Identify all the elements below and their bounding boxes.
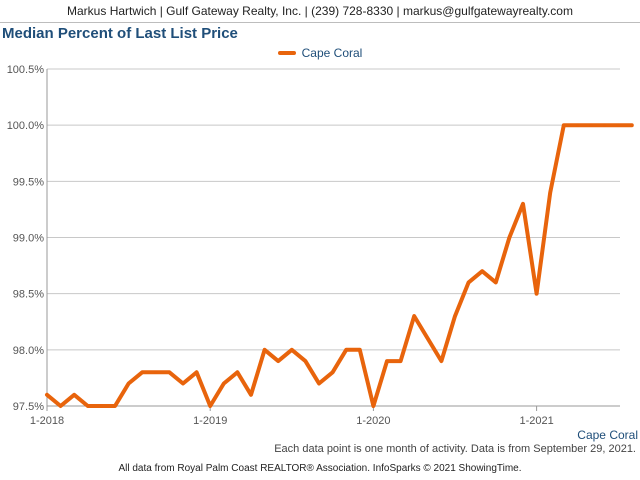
contact-line: Markus Hartwich | Gulf Gateway Realty, I… <box>67 4 573 18</box>
contact-header: Markus Hartwich | Gulf Gateway Realty, I… <box>0 0 640 23</box>
data-point <box>45 393 49 397</box>
data-point <box>358 348 362 352</box>
x-tick-label: 1-2019 <box>193 415 227 427</box>
data-point <box>480 269 484 273</box>
x-tick-label: 1-2021 <box>519 415 553 427</box>
data-point <box>167 370 171 374</box>
y-tick-label: 100.0% <box>7 120 45 132</box>
data-point <box>154 370 158 374</box>
data-point <box>575 123 579 127</box>
data-point <box>535 292 539 296</box>
x-tick-label: 1-2018 <box>30 415 64 427</box>
data-point <box>208 404 212 408</box>
data-point <box>399 359 403 363</box>
data-point <box>494 280 498 284</box>
data-point <box>235 370 239 374</box>
chart-legend: Cape Coral <box>0 46 640 60</box>
y-tick-label: 98.5% <box>13 289 44 301</box>
data-point <box>371 404 375 408</box>
data-point <box>507 236 511 240</box>
data-point <box>249 393 253 397</box>
data-point <box>630 123 634 127</box>
data-point <box>426 337 430 341</box>
data-point <box>140 370 144 374</box>
series-line-cape-coral <box>45 123 634 408</box>
x-tick-label: 1-2020 <box>356 415 390 427</box>
x-axis-caption: Cape Coral <box>577 428 638 442</box>
data-point <box>412 314 416 318</box>
data-point <box>467 280 471 284</box>
data-point <box>439 359 443 363</box>
data-point <box>72 393 76 397</box>
legend-swatch-cape-coral <box>277 51 296 55</box>
chart-title: Median Percent of Last List Price <box>2 25 238 42</box>
data-point <box>127 382 131 386</box>
y-tick-label: 99.5% <box>13 176 44 188</box>
data-footnote: Each data point is one month of activity… <box>274 443 636 455</box>
legend-label-cape-coral: Cape Coral <box>301 46 363 60</box>
data-point <box>616 123 620 127</box>
data-point <box>276 359 280 363</box>
data-point <box>344 348 348 352</box>
data-point <box>317 382 321 386</box>
data-point <box>290 348 294 352</box>
data-point <box>263 348 267 352</box>
data-point <box>521 202 525 206</box>
data-point <box>603 123 607 127</box>
y-tick-label: 100.5% <box>7 64 45 76</box>
data-point <box>589 123 593 127</box>
y-tick-label: 98.0% <box>13 345 44 357</box>
data-point <box>303 359 307 363</box>
data-point <box>99 404 103 408</box>
data-point <box>562 123 566 127</box>
data-point <box>195 370 199 374</box>
data-point <box>59 404 63 408</box>
data-source: All data from Royal Palm Coast REALTOR® … <box>118 463 522 474</box>
data-point <box>86 404 90 408</box>
y-tick-label: 99.0% <box>13 233 44 245</box>
data-point <box>453 314 457 318</box>
data-point <box>385 359 389 363</box>
data-point <box>548 191 552 195</box>
data-point <box>222 382 226 386</box>
y-tick-label: 97.5% <box>13 401 44 413</box>
data-point <box>181 382 185 386</box>
data-point <box>331 370 335 374</box>
data-point <box>113 404 117 408</box>
